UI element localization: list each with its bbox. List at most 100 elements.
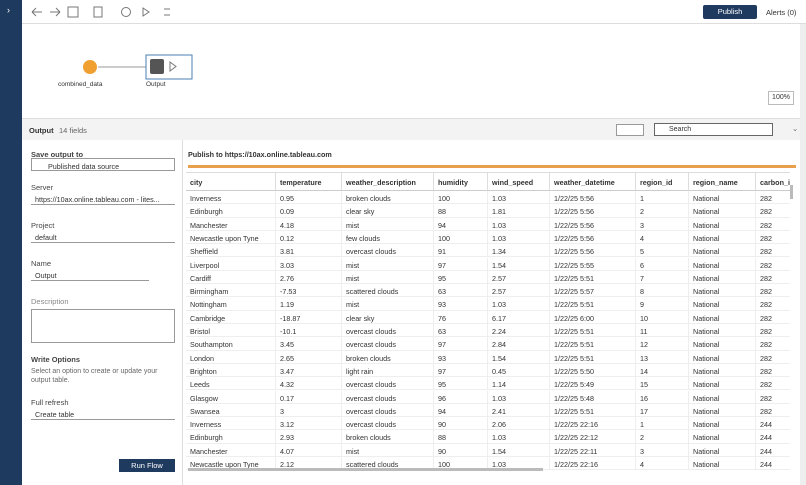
table-cell: -18.87 (276, 310, 342, 324)
toolbar: Publish Alerts (0) (22, 0, 806, 24)
table-cell: 244 (756, 430, 790, 444)
table-cell: 282 (756, 258, 790, 271)
table-cell: 282 (756, 297, 790, 311)
table-cell: mist (342, 257, 434, 271)
table-cell: 1/22/25 6:00 (550, 310, 636, 324)
table-cell: Liverpool (186, 257, 276, 271)
table-cell: 2 (636, 204, 689, 218)
table-cell: 244 (756, 417, 790, 431)
column-header: weather_datetime (550, 173, 636, 191)
table-cell: mist (342, 217, 434, 231)
alerts[interactable]: Alerts (0) (766, 8, 797, 17)
input[interactable]: Output (31, 268, 149, 281)
column-header: carbon_int (756, 173, 790, 191)
select[interactable]: default (31, 230, 175, 243)
column-header: temperature (276, 173, 342, 191)
column-header: city (186, 173, 276, 191)
table-cell: Brighton (186, 363, 276, 378)
table-cell: 282 (756, 244, 790, 258)
table-cell: National (689, 324, 756, 338)
textarea[interactable] (31, 309, 175, 343)
table-cell: 1/22/25 5:56 (550, 230, 636, 245)
zoom[interactable]: 100% (768, 91, 794, 105)
table-cell: 4.32 (276, 377, 342, 391)
table-cell: 1/22/25 5:55 (550, 257, 636, 271)
table-cell: National (689, 337, 756, 351)
table-cell: 12 (636, 337, 689, 351)
table-cell: 2.24 (488, 324, 550, 338)
collapse-icon[interactable]: ⌄ (792, 124, 799, 133)
table-cell: Edinburgh (186, 204, 276, 218)
table-cell: 90 (434, 417, 488, 431)
table-cell: 3.12 (276, 417, 342, 431)
table-cell: National (689, 310, 756, 324)
table-cell: National (689, 403, 756, 418)
column-header: region_name (689, 173, 756, 191)
table-cell: 1.54 (488, 443, 550, 457)
table-cell: 4 (636, 230, 689, 245)
table-cell: broken clouds (342, 430, 434, 444)
table-cell: overcast clouds (342, 377, 434, 391)
table-cell: 100 (434, 191, 488, 205)
table-cell: 3.47 (276, 363, 342, 378)
expand-icon[interactable]: › (7, 5, 10, 15)
table-cell: 1.03 (488, 217, 550, 231)
column-header: humidity (434, 173, 488, 191)
table-cell: 1/22/25 22:16 (550, 417, 636, 431)
select[interactable]: Published data source (31, 158, 175, 171)
table-cell: 1/22/25 5:51 (550, 350, 636, 364)
table-cell: National (689, 363, 756, 378)
label: Name (31, 259, 52, 268)
table-cell: 14 (636, 363, 689, 378)
table-cell: overcast clouds (342, 390, 434, 404)
table-cell: 1.03 (488, 230, 550, 245)
h-scrollbar[interactable] (188, 468, 543, 471)
select[interactable]: Create table (31, 407, 175, 420)
table-cell: National (689, 270, 756, 285)
table-cell: National (689, 244, 756, 258)
run-button[interactable]: Run Flow (119, 459, 175, 472)
table-cell: overcast clouds (342, 403, 434, 418)
table-cell: 15 (636, 377, 689, 391)
column-header: weather_description (342, 173, 434, 191)
table-cell: 3 (636, 443, 689, 457)
table-cell: 3.81 (276, 244, 342, 258)
input-node-label[interactable]: combined_data (58, 81, 103, 88)
table-cell: mist (342, 297, 434, 311)
output-node-label[interactable]: Output (146, 81, 166, 88)
table-cell: 10 (636, 310, 689, 324)
flow-diagram (83, 54, 193, 80)
table-cell: 1 (636, 191, 689, 205)
table-cell: Bristol (186, 324, 276, 338)
table-cell: 1/22/25 5:56 (550, 204, 636, 218)
table-cell: 2.06 (488, 417, 550, 431)
table-cell: 2.65 (276, 350, 342, 364)
table-cell: 1/22/25 22:11 (550, 443, 636, 457)
table-cell: 63 (434, 324, 488, 338)
table-cell: -7.53 (276, 284, 342, 298)
table-cell: mist (342, 443, 434, 457)
table-cell: Cambridge (186, 310, 276, 324)
table-cell: 3 (276, 403, 342, 418)
table-cell: 282 (756, 191, 790, 205)
select[interactable]: https://10ax.online.tableau.com - lites.… (31, 192, 175, 205)
table-cell: 95 (434, 377, 488, 391)
table-cell: National (689, 257, 756, 271)
search-box[interactable]: Search (654, 123, 773, 136)
scrollbar[interactable] (790, 185, 793, 199)
publish-button[interactable]: Publish (703, 5, 757, 19)
table-cell: 1/22/25 5:51 (550, 270, 636, 285)
table-cell: 4.18 (276, 217, 342, 231)
table-cell: 1/22/25 5:56 (550, 244, 636, 258)
table-panel: Publish to https://10ax.online.tableau.c… (183, 140, 800, 485)
table-cell: 2.93 (276, 430, 342, 444)
table-cell: Swansea (186, 403, 276, 418)
table-cell: overcast clouds (342, 417, 434, 431)
table-cell: National (689, 350, 756, 364)
table-cell: 2.41 (488, 403, 550, 418)
table-cell: Nottingham (186, 297, 276, 311)
toolbar-icons[interactable] (28, 4, 188, 20)
view-toggle[interactable] (616, 124, 644, 136)
table-cell: 91 (434, 244, 488, 258)
table-cell: 1/22/25 5:49 (550, 377, 636, 391)
